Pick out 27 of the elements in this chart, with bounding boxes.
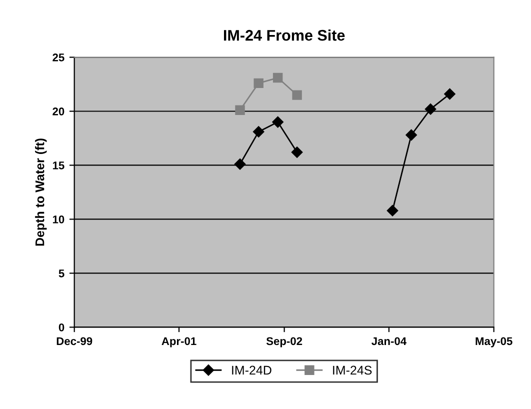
point: [424, 103, 436, 115]
point: [235, 105, 245, 116]
y-axis-title: Depth to Water (ft): [35, 138, 47, 246]
point: [291, 146, 303, 158]
x-tick-label: May-05: [476, 337, 512, 348]
legend-label: IM-24D: [232, 366, 272, 375]
legend-label: IM-24S: [333, 366, 372, 375]
y-tick-label: 0: [58, 323, 64, 332]
point: [272, 72, 283, 83]
x-tick-label: Dec-99: [56, 337, 92, 346]
x-tick-label: Sep-02: [266, 337, 302, 348]
chart-title: IM-24 Frome Site: [224, 30, 345, 41]
point: [254, 78, 264, 88]
y-tick-label: 15: [52, 162, 64, 170]
point: [292, 90, 302, 100]
y-tick-label: 20: [52, 108, 64, 116]
y-tick-label: 10: [52, 215, 64, 224]
y-tick-label: 25: [52, 54, 64, 62]
x-tick-label: Jan-04: [372, 337, 406, 346]
point: [386, 204, 398, 216]
x-tick-label: Apr-01: [162, 337, 196, 348]
point: [406, 129, 417, 141]
point: [444, 88, 456, 100]
y-tick-label: 5: [58, 270, 64, 278]
point: [234, 158, 246, 170]
point: [272, 116, 284, 128]
point: [252, 126, 264, 138]
